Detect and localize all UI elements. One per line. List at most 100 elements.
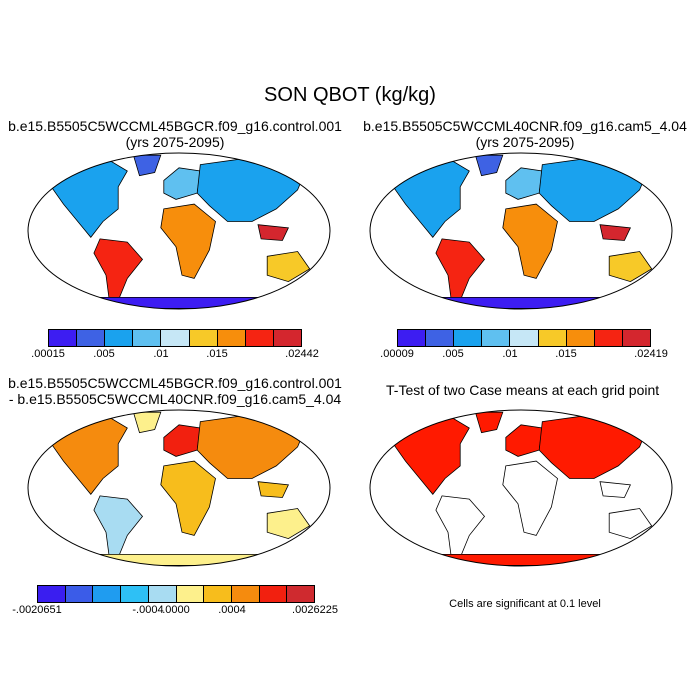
map-boundary xyxy=(369,409,673,567)
panel1-title-line2: (yrs 2075-2095) xyxy=(125,134,225,150)
continent-antarctica xyxy=(68,296,290,309)
continent-africa xyxy=(502,460,558,536)
continent-north-america xyxy=(50,414,128,495)
colorbar-swatch xyxy=(38,586,66,602)
colorbar-swatch xyxy=(398,330,427,346)
continent-africa xyxy=(160,460,216,536)
continent-greenland xyxy=(132,411,162,434)
continent-south-america xyxy=(93,238,144,301)
colorbar-swatch xyxy=(161,330,190,346)
panel2-cbar-label: .02419 xyxy=(634,348,668,360)
panel1-cbar-label: .00015 xyxy=(31,348,65,360)
continent-asia xyxy=(196,414,308,479)
continent-europe xyxy=(505,167,543,200)
panel3-title-line1: b.e15.B5505C5WCCML45BGCR.f09_g16.control… xyxy=(8,375,342,391)
panel2-colorbar xyxy=(397,329,651,347)
map-boundary xyxy=(369,152,673,310)
colorbar-swatch xyxy=(49,330,78,346)
panel3-cbar-label: .0004 xyxy=(218,604,246,616)
continent-australia xyxy=(608,251,653,283)
continent-antarctica xyxy=(410,553,632,566)
panel3-cbar-label: .0000 xyxy=(162,604,190,616)
panel2-cbar-label: .005 xyxy=(442,348,464,360)
colorbar-swatch xyxy=(176,586,205,602)
panel1-colorbar-labels: .00015 .005 .01 .015 .02442 xyxy=(31,348,319,362)
continent-antarctica xyxy=(68,553,290,566)
colorbar-swatch xyxy=(245,330,274,346)
continent-asia xyxy=(538,157,650,222)
colorbar-swatch xyxy=(93,586,122,602)
continent-greenland xyxy=(474,154,504,177)
continent-europe xyxy=(163,167,201,200)
map-boundary xyxy=(27,409,331,567)
continent-southeast-asia xyxy=(599,224,632,241)
panel3-map xyxy=(27,409,331,567)
panel3-cbar-label: .0026225 xyxy=(292,604,338,616)
colorbar-swatch xyxy=(287,586,315,602)
colorbar-swatch xyxy=(231,586,260,602)
colorbar-swatch xyxy=(189,330,218,346)
continent-southeast-asia xyxy=(257,224,290,241)
panel3-colorbar xyxy=(37,585,315,603)
continent-australia xyxy=(266,251,311,283)
colorbar-swatch xyxy=(273,330,301,346)
panel3-title: b.e15.B5505C5WCCML45BGCR.f09_g16.control… xyxy=(0,375,350,407)
panel2-cbar-label: .015 xyxy=(555,348,577,360)
panel4-map xyxy=(369,409,673,567)
continent-north-america xyxy=(392,157,470,238)
continent-africa xyxy=(502,203,558,279)
continent-africa xyxy=(160,203,216,279)
panel1-cbar-label: .015 xyxy=(206,348,228,360)
colorbar-swatch xyxy=(77,330,106,346)
continent-southeast-asia xyxy=(599,481,632,498)
continent-south-america xyxy=(435,238,486,301)
panel2-title: b.e15.B5505C5WCCML40CNR.f09_g16.cam5_4.0… xyxy=(350,118,700,150)
panel2-map xyxy=(369,152,673,310)
panel2-cbar-label: .00009 xyxy=(380,348,414,360)
colorbar-swatch xyxy=(217,330,246,346)
continent-antarctica xyxy=(410,296,632,309)
panel1-cbar-label: .005 xyxy=(93,348,115,360)
panel1-cbar-label: .02442 xyxy=(285,348,319,360)
panel4-significance-note: Cells are significant at 0.1 level xyxy=(449,598,601,610)
continent-australia xyxy=(266,508,311,540)
colorbar-swatch xyxy=(454,330,483,346)
colorbar-swatch xyxy=(204,586,232,602)
panel3-cbar-label: -.0004 xyxy=(132,604,164,616)
colorbar-swatch xyxy=(148,586,177,602)
colorbar-swatch xyxy=(622,330,650,346)
panel1-cbar-label: .01 xyxy=(153,348,169,360)
colorbar-swatch xyxy=(133,330,162,346)
continent-greenland xyxy=(132,154,162,177)
colorbar-swatch xyxy=(121,586,149,602)
continent-greenland xyxy=(474,411,504,434)
colorbar-swatch xyxy=(65,586,94,602)
colorbar-swatch xyxy=(426,330,455,346)
continent-north-america xyxy=(50,157,128,238)
continent-north-america xyxy=(392,414,470,495)
figure-title: SON QBOT (kg/kg) xyxy=(264,84,436,106)
panel3-cbar-label: -.0020651 xyxy=(12,604,62,616)
continent-australia xyxy=(608,508,653,540)
panel1-title-line1: b.e15.B5505C5WCCML45BGCR.f09_g16.control… xyxy=(8,118,342,134)
continent-southeast-asia xyxy=(257,481,290,498)
panel1-title: b.e15.B5505C5WCCML45BGCR.f09_g16.control… xyxy=(0,118,350,150)
panel2-colorbar-labels: .00009 .005 .01 .015 .02419 xyxy=(380,348,668,362)
colorbar-swatch xyxy=(105,330,134,346)
map-boundary xyxy=(27,152,331,310)
panel1-map xyxy=(27,152,331,310)
continent-south-america xyxy=(93,495,144,558)
continent-europe xyxy=(505,424,543,457)
colorbar-swatch xyxy=(538,330,567,346)
continent-europe xyxy=(163,424,201,457)
colorbar-swatch xyxy=(594,330,623,346)
continent-south-america xyxy=(435,495,486,558)
panel2-cbar-label: .01 xyxy=(502,348,518,360)
colorbar-swatch xyxy=(510,330,539,346)
panel2-title-line2: (yrs 2075-2095) xyxy=(475,134,575,150)
continent-asia xyxy=(196,157,308,222)
panel4-title: T-Test of two Case means at each grid po… xyxy=(386,382,660,398)
panel3-title-line2: - b.e15.B5505C5WCCML40CNR.f09_g16.cam5_4… xyxy=(8,391,342,407)
panel2-title-line1: b.e15.B5505C5WCCML40CNR.f09_g16.cam5_4.0… xyxy=(363,118,687,134)
panel1-colorbar xyxy=(48,329,302,347)
